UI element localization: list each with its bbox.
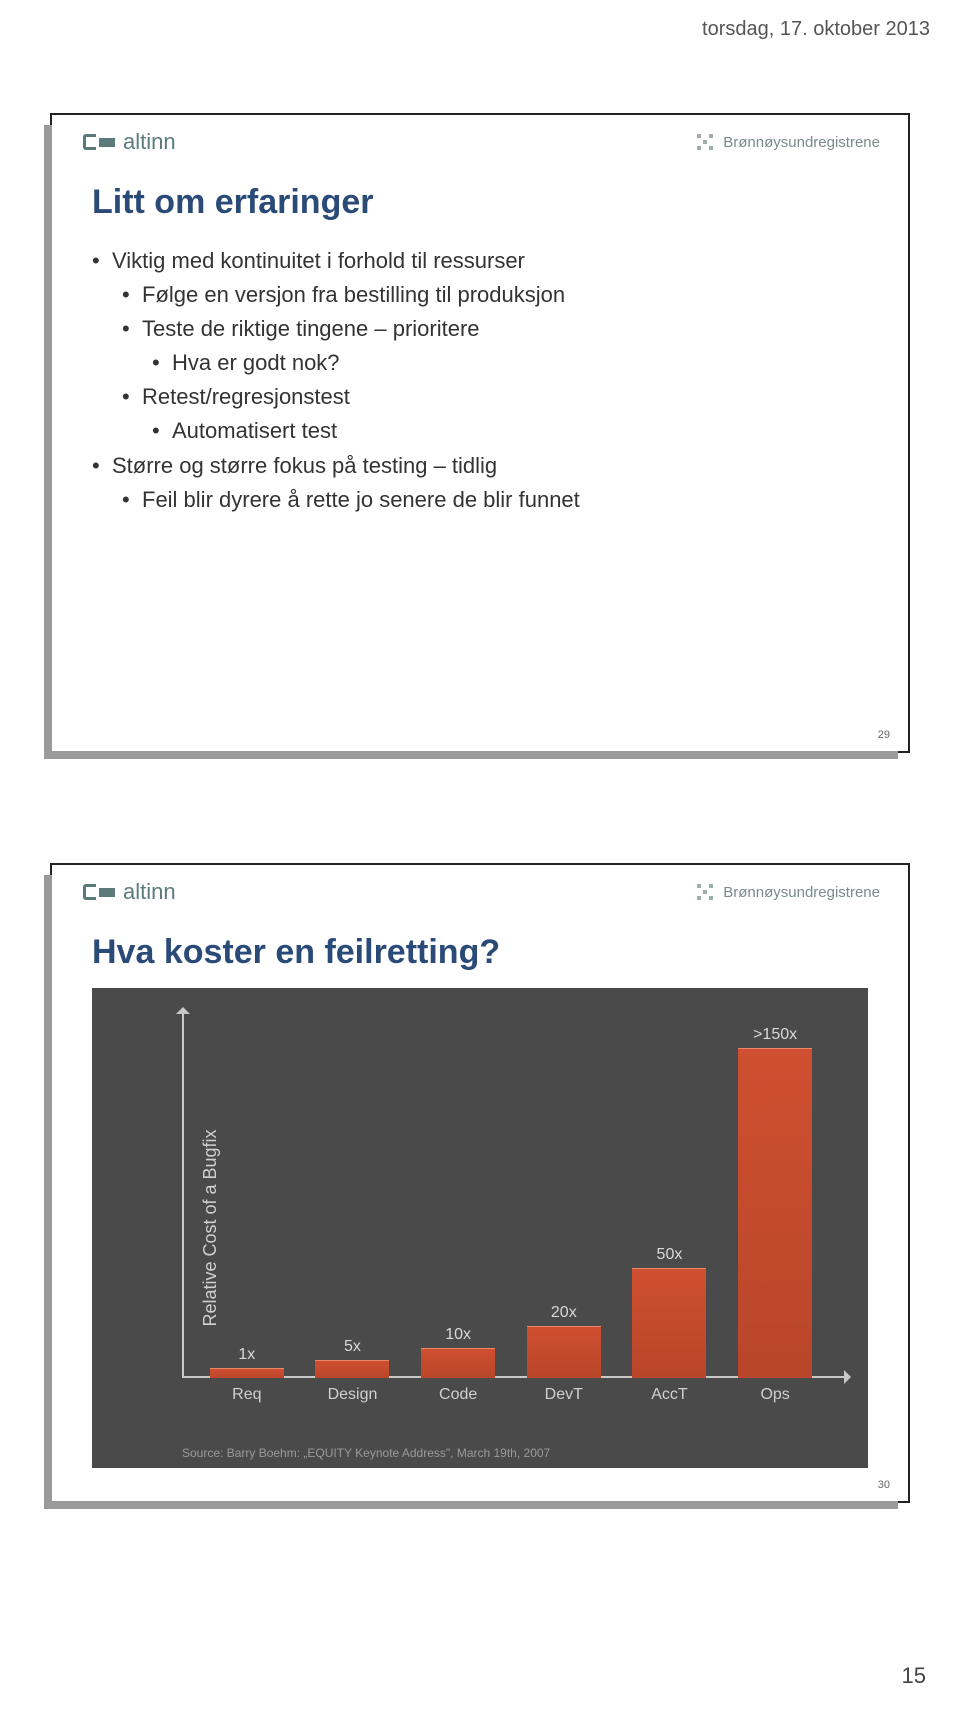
bar-value-label: 1x xyxy=(238,1346,255,1364)
bullet-item: Teste de riktige tingene – prioritere xyxy=(122,312,868,346)
bullet-item: Automatisert test xyxy=(152,414,868,448)
bar-value-label: >150x xyxy=(753,1026,797,1044)
bar-devt: 20xDevT xyxy=(523,1304,605,1378)
altinn-logo-text: altinn xyxy=(123,129,176,155)
bullet-item: Feil blir dyrere å rette jo senere de bl… xyxy=(122,483,868,517)
cost-chart: Relative Cost of a Bugfix 1xReq5xDesign1… xyxy=(92,988,868,1468)
bullet-item: Viktig med kontinuitet i forhold til res… xyxy=(92,244,868,278)
bar-category-label: Req xyxy=(232,1386,261,1404)
altinn-logo: altinn xyxy=(80,879,176,905)
bar-category-label: Design xyxy=(328,1386,378,1404)
bar xyxy=(632,1268,706,1378)
bullet-item: Hva er godt nok? xyxy=(152,346,868,380)
bar-category-label: Ops xyxy=(760,1386,789,1404)
bronnoysund-logo-text: Brønnøysundregistrene xyxy=(723,884,880,901)
bar xyxy=(527,1326,601,1378)
bronnoysund-logo-text: Brønnøysundregistrene xyxy=(723,134,880,151)
slide-title: Hva koster en feilretting? xyxy=(52,915,908,978)
bar-req: 1xReq xyxy=(206,1346,288,1378)
bar-value-label: 10x xyxy=(445,1326,471,1344)
slide-1: altinn Brønnøysundregistrene Litt om erf… xyxy=(50,113,910,753)
slide-page-number: 29 xyxy=(878,729,890,741)
bar-category-label: Code xyxy=(439,1386,477,1404)
bullet-item: Større og større fokus på testing – tidl… xyxy=(92,449,868,483)
slide-header: altinn Brønnøysundregistrene xyxy=(52,115,908,165)
bullet-item: Følge en versjon fra bestilling til prod… xyxy=(122,278,868,312)
bar-value-label: 50x xyxy=(657,1246,683,1264)
bar-category-label: AccT xyxy=(651,1386,687,1404)
bullet-item: Retest/regresjonstest xyxy=(122,380,868,414)
altinn-logo-text: altinn xyxy=(123,879,176,905)
document-page-number: 15 xyxy=(0,1613,960,1719)
slide-body: Viktig med kontinuitet i forhold til res… xyxy=(52,240,908,521)
bar xyxy=(738,1048,812,1378)
bar-code: 10xCode xyxy=(417,1326,499,1378)
bar xyxy=(315,1360,389,1378)
altinn-logo: altinn xyxy=(80,129,176,155)
slide-title: Litt om erfaringer xyxy=(52,165,908,240)
bar-acct: 50xAccT xyxy=(628,1246,710,1378)
chart-source: Source: Barry Boehm: „EQUITY Keynote Add… xyxy=(182,1446,550,1460)
bar-value-label: 5x xyxy=(344,1338,361,1356)
bar xyxy=(210,1368,284,1378)
bar-design: 5xDesign xyxy=(311,1338,393,1378)
slide-2: altinn Brønnøysundregistrene Hva koster … xyxy=(50,863,910,1503)
bar xyxy=(421,1348,495,1378)
slide-page-number: 30 xyxy=(878,1479,890,1491)
bronnoysund-logo: Brønnøysundregistrene xyxy=(697,884,880,901)
bar-value-label: 20x xyxy=(551,1304,577,1322)
bar-category-label: DevT xyxy=(545,1386,583,1404)
bar-ops: >150xOps xyxy=(734,1026,816,1378)
slide-header: altinn Brønnøysundregistrene xyxy=(52,865,908,915)
bronnoysund-logo: Brønnøysundregistrene xyxy=(697,134,880,151)
page-date-header: torsdag, 17. oktober 2013 xyxy=(0,0,960,53)
